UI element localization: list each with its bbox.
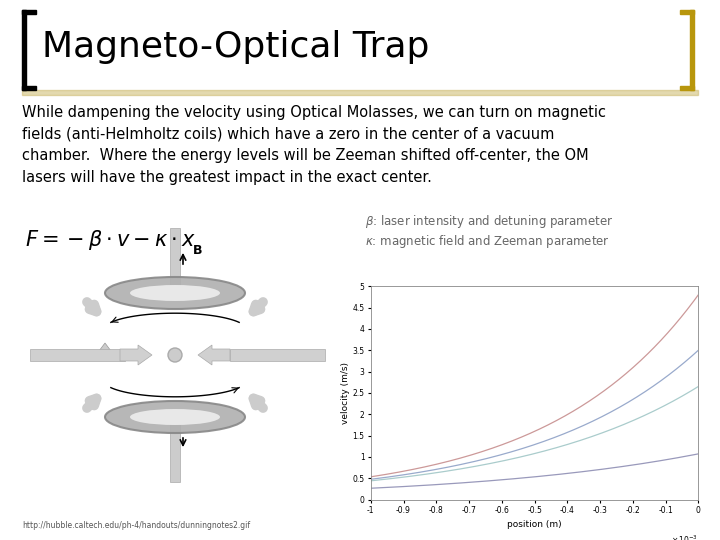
FancyArrow shape bbox=[96, 343, 114, 355]
Text: $F = -\beta \cdot v - \kappa \cdot x$: $F = -\beta \cdot v - \kappa \cdot x$ bbox=[24, 228, 195, 252]
Ellipse shape bbox=[130, 409, 220, 425]
Ellipse shape bbox=[130, 285, 220, 301]
Bar bbox=[690, 10, 694, 90]
Ellipse shape bbox=[105, 277, 245, 309]
Text: B: B bbox=[193, 244, 202, 256]
X-axis label: position (m): position (m) bbox=[508, 521, 562, 529]
Text: $\times\,10^{-3}$: $\times\,10^{-3}$ bbox=[672, 534, 698, 540]
Bar bbox=[680, 10, 694, 14]
Text: Magneto-Optical Trap: Magneto-Optical Trap bbox=[42, 30, 429, 64]
Bar bbox=[22, 86, 36, 90]
Bar bbox=[22, 10, 26, 90]
FancyArrow shape bbox=[198, 345, 230, 365]
Bar bbox=[22, 10, 36, 14]
FancyArrow shape bbox=[120, 345, 152, 365]
Bar bbox=[22, 90, 698, 95]
Bar bbox=[170, 228, 180, 293]
Text: While dampening the velocity using Optical Molasses, we can turn on magnetic
fie: While dampening the velocity using Optic… bbox=[22, 105, 606, 185]
Text: $\beta$: laser intensity and detuning parameter: $\beta$: laser intensity and detuning pa… bbox=[365, 213, 613, 231]
Text: http://hubble.caltech.edu/ph-4/handouts/dunningnotes2.gif: http://hubble.caltech.edu/ph-4/handouts/… bbox=[22, 521, 250, 530]
Ellipse shape bbox=[105, 401, 245, 433]
Bar bbox=[230, 349, 325, 361]
Y-axis label: velocity (m/s): velocity (m/s) bbox=[341, 362, 350, 424]
Bar bbox=[30, 349, 125, 361]
Circle shape bbox=[168, 348, 182, 362]
Text: $\kappa$: magnetic field and Zeeman parameter: $\kappa$: magnetic field and Zeeman para… bbox=[365, 233, 610, 251]
Bar bbox=[680, 86, 694, 90]
Bar bbox=[170, 417, 180, 482]
